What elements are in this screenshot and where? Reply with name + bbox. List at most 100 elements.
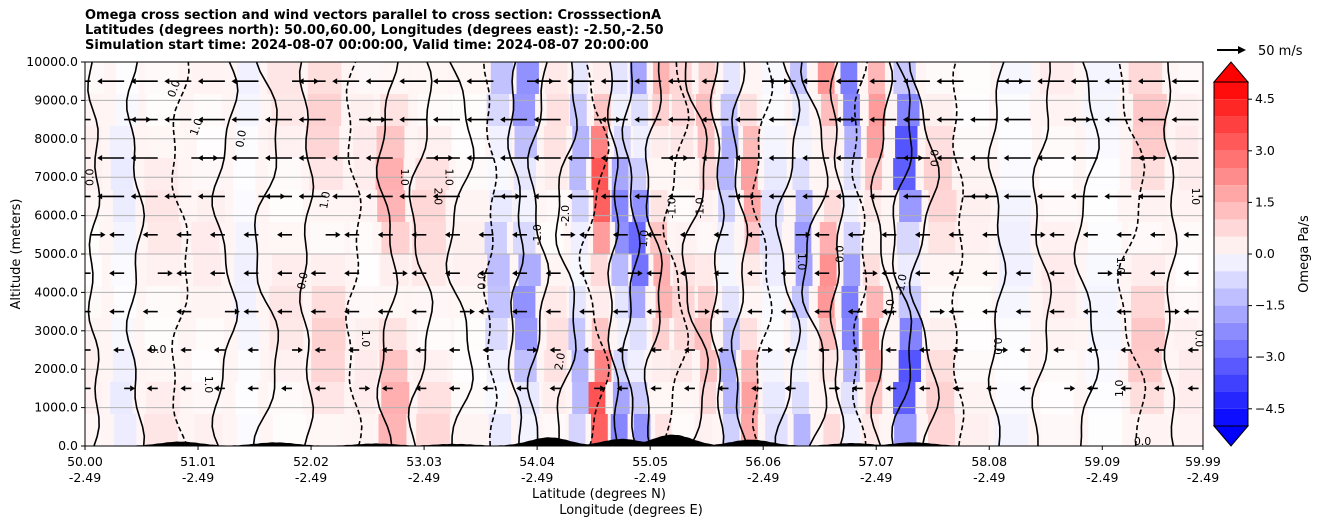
wind-vector: [646, 308, 662, 315]
omega-band-cell: [719, 350, 737, 382]
omega-band-cell: [792, 382, 809, 414]
wind-vector-head: [146, 347, 152, 353]
omega-band-cell: [517, 414, 540, 446]
wind-vector-head: [164, 78, 170, 85]
wind-vector: [1187, 347, 1199, 353]
wind-vector-head: [365, 155, 371, 161]
omega-band-cell: [790, 318, 808, 350]
wind-vector: [359, 385, 371, 392]
omega-band-cell: [311, 286, 346, 318]
omega-band-cell: [819, 222, 837, 254]
wind-vector-head: [835, 193, 841, 200]
contour-line: [252, 62, 280, 446]
wind-vector-head: [881, 308, 887, 315]
x-axis-label-latitude: Latitude (degrees N): [532, 487, 666, 502]
wind-vector-head: [735, 155, 741, 161]
omega-band-cell: [235, 382, 258, 414]
omega-band-cell: [611, 254, 629, 286]
omega-band-cell: [957, 350, 992, 382]
contour-line: [1117, 62, 1147, 446]
wind-vector: [646, 270, 662, 277]
y-tick-label: 9000.0: [34, 92, 78, 107]
wind-vector-head: [982, 270, 988, 277]
wind-vector-head: [1183, 308, 1189, 315]
wind-vector-head: [646, 308, 652, 315]
omega-band-cell: [612, 382, 630, 414]
wind-vector: [310, 270, 326, 277]
wind-vector: [90, 231, 106, 238]
wind-vector: [1015, 270, 1031, 277]
x-tick-label-lon: -2.49: [1187, 470, 1219, 485]
wind-vector-head: [902, 78, 908, 85]
omega-band-cell: [489, 126, 512, 158]
omega-band-cell: [85, 126, 102, 158]
wind-vector: [851, 385, 863, 392]
omega-band-cell: [795, 254, 813, 286]
omega-contour-lines: [87, 62, 1178, 446]
wind-vector: [365, 116, 393, 123]
omega-band-cell: [591, 126, 608, 158]
wind-vector-head: [335, 231, 341, 238]
wind-vector: [835, 155, 863, 161]
contour-line: [211, 62, 239, 446]
wind-vector-head: [583, 347, 589, 353]
contour-line: [507, 62, 525, 446]
wind-vector: [583, 347, 595, 353]
contour-label: -1.0: [694, 197, 707, 218]
omega-band-cell: [546, 190, 569, 222]
wind-vector: [847, 231, 863, 238]
wind-vector-head: [679, 270, 685, 277]
colorbar-segment: [1214, 202, 1248, 220]
wind-vector-head: [735, 116, 741, 123]
omega-band-cell: [311, 350, 345, 382]
omega-band-cell: [1039, 158, 1073, 190]
wind-vector: [713, 308, 729, 315]
omega-band-cell: [762, 382, 786, 414]
contour-line: [851, 62, 868, 446]
wind-vector: [567, 155, 595, 161]
wind-vector-head: [1082, 231, 1088, 238]
wind-vector-head: [1187, 385, 1193, 392]
omega-band-cell: [1083, 190, 1118, 222]
omega-band-cell: [741, 350, 759, 382]
wind-vector-head: [1003, 78, 1009, 85]
wind-vector-head: [1037, 78, 1043, 85]
wind-vector-head: [1183, 231, 1189, 238]
omega-band-cell: [698, 62, 716, 94]
quiver-key: 50 m/s: [1217, 44, 1303, 59]
omega-band-cell: [149, 126, 184, 158]
wind-vector: [482, 385, 494, 392]
wind-vector: [478, 231, 494, 238]
wind-vector-head: [918, 385, 924, 392]
omega-band-cell: [697, 286, 715, 318]
wind-vector: [197, 193, 225, 200]
wind-vector-head: [332, 155, 338, 161]
omega-band-cell: [417, 318, 451, 350]
omega-band-cell: [354, 158, 377, 190]
omega-band-cell: [930, 318, 959, 350]
wind-vector-head: [952, 385, 958, 392]
wind-vector: [784, 385, 796, 392]
colorbar-tick-label: −4.5: [1255, 401, 1285, 416]
omega-band-cell: [113, 222, 136, 254]
wind-vector: [432, 155, 460, 161]
omega-band-cell: [614, 222, 632, 254]
omega-band-cell: [193, 94, 222, 126]
omega-band-cell: [650, 190, 668, 222]
wind-vector-head: [243, 231, 249, 238]
colorbar-segment: [1214, 133, 1248, 151]
omega-band-cell: [899, 190, 922, 222]
colorbar-extend-min: [1212, 425, 1250, 447]
y-tick-label: 0.0: [58, 438, 78, 453]
wind-vector-head: [533, 155, 539, 161]
wind-vector-head: [478, 231, 484, 238]
contour-label: 1.0: [443, 168, 456, 186]
wind-vector-head: [1015, 308, 1021, 315]
wind-vector-head: [512, 231, 518, 238]
wind-vector-head: [164, 116, 170, 123]
wind-vector: [1082, 308, 1098, 315]
contour-label: 0.0: [295, 271, 311, 290]
wind-vector: [885, 347, 897, 353]
omega-band-cell: [451, 286, 485, 318]
omega-band-cell: [792, 94, 810, 126]
